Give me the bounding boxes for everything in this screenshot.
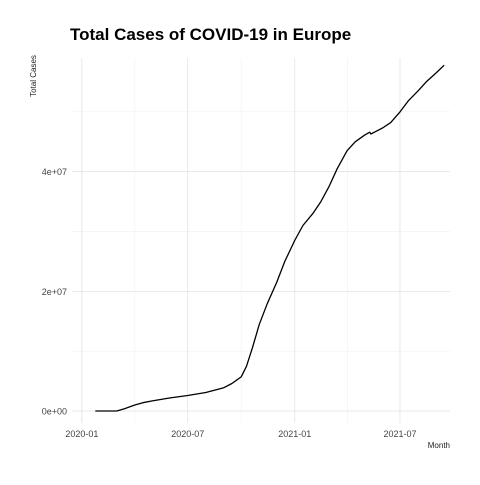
y-tick-label: 2e+07 bbox=[42, 287, 67, 297]
chart-title: Total Cases of COVID-19 in Europe bbox=[70, 25, 352, 44]
x-axis-ticks: 2020-01 2020-07 2021-01 2021-07 bbox=[65, 429, 416, 439]
x-tick-label: 2021-01 bbox=[278, 429, 311, 439]
grid bbox=[72, 58, 450, 423]
series-line bbox=[95, 64, 445, 412]
y-axis-label: Total Cases bbox=[29, 55, 38, 97]
y-axis-ticks: 0e+00 2e+07 4e+07 bbox=[42, 167, 67, 416]
x-tick-label: 2020-07 bbox=[171, 429, 204, 439]
y-tick-label: 4e+07 bbox=[42, 167, 67, 177]
y-tick-label: 0e+00 bbox=[42, 407, 67, 417]
x-tick-label: 2021-07 bbox=[383, 429, 416, 439]
x-tick-label: 2020-01 bbox=[65, 429, 98, 439]
x-axis-label: Month bbox=[428, 441, 450, 450]
